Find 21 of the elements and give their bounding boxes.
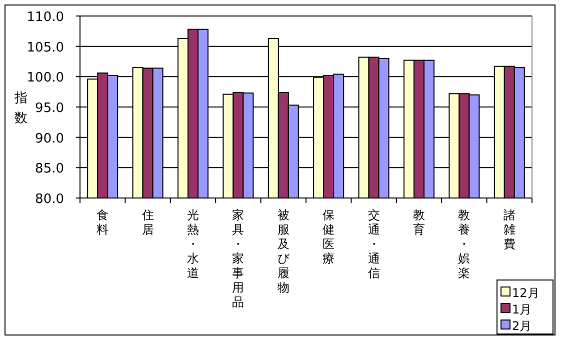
y-tick-label: 110.0: [26, 10, 64, 25]
legend-label: 1月: [512, 302, 532, 316]
y-tick-label: 85.0: [35, 162, 64, 177]
x-tick-label: 諸雑費: [503, 208, 516, 251]
legend-label: 2月: [512, 319, 532, 333]
x-tick-label: 家具・家事用品: [232, 208, 244, 309]
y-tick-label: 90.0: [35, 131, 64, 146]
y-tick-label: 105.0: [26, 40, 64, 56]
x-tick-label: 教養・娯楽: [458, 208, 470, 280]
x-tick-label: 被服及び履物: [277, 208, 290, 294]
x-tick-label: 光熱・水道: [187, 208, 199, 280]
legend-label: 12月: [512, 286, 540, 300]
x-tick-label: 保健医療: [322, 208, 335, 266]
x-tick-label: 交通・通信: [368, 208, 380, 280]
y-tick-label: 95.0: [35, 101, 64, 116]
y-tick-label: 100.0: [26, 70, 64, 86]
x-tick-label: 住居: [140, 208, 154, 236]
x-tick-label: 食料: [96, 208, 109, 236]
y-axis-title: 指数: [14, 91, 28, 126]
x-tick-label: 教育: [413, 208, 425, 236]
y-tick-label: 80.0: [35, 192, 64, 207]
